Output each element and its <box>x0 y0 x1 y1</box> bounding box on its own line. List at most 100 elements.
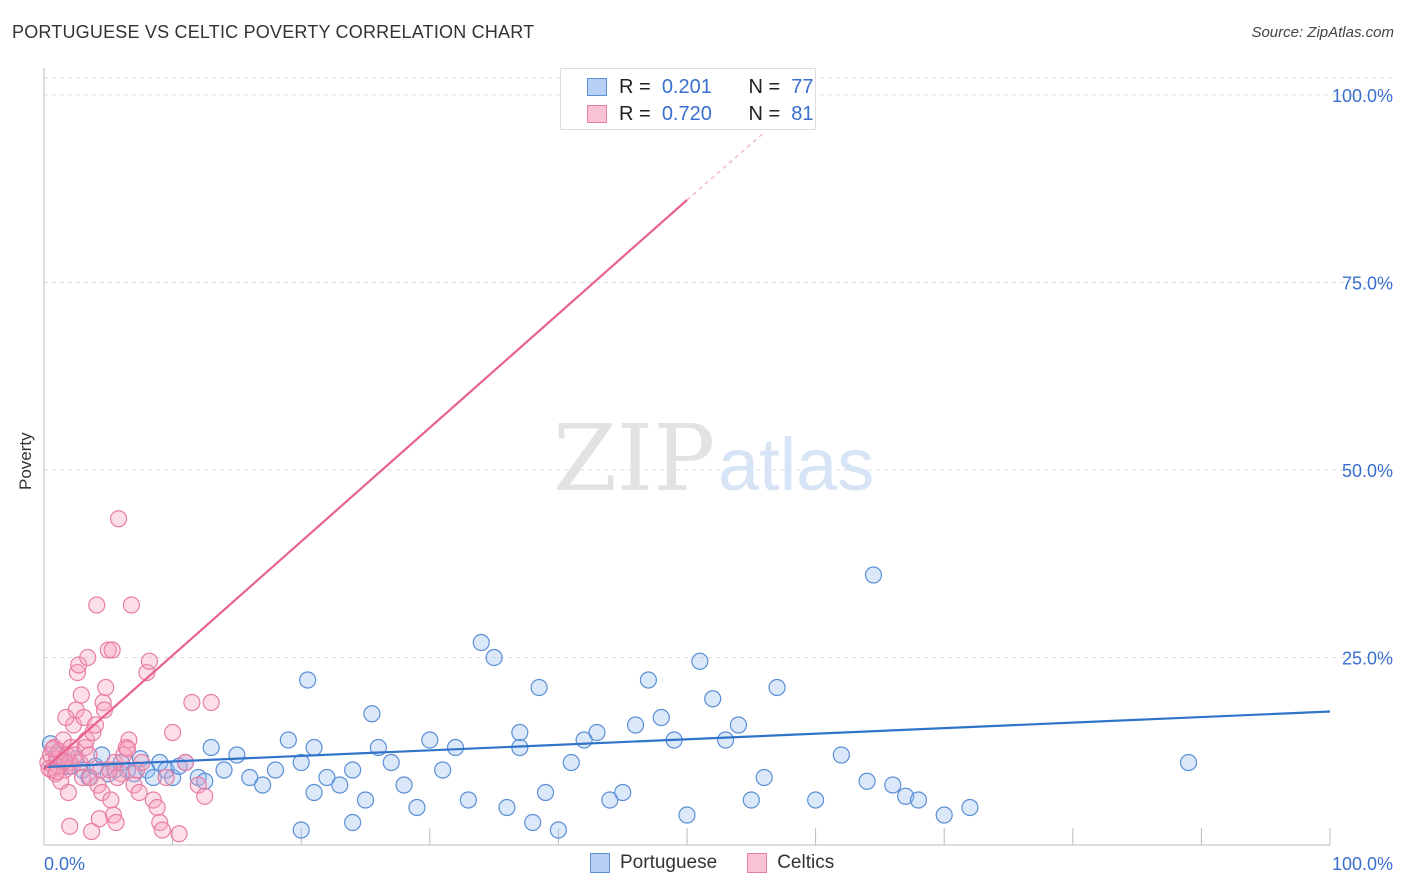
portuguese-point <box>241 768 259 787</box>
series-legend: Portuguese Celtics <box>590 852 864 874</box>
celtics-trend-line <box>43 199 688 771</box>
celtics-point <box>107 813 125 832</box>
celtics-point <box>108 768 126 787</box>
legend-label-portuguese: Portuguese <box>620 852 718 873</box>
r-label: R = <box>619 75 651 98</box>
portuguese-point <box>562 753 580 772</box>
trend-lines <box>43 132 1331 771</box>
portuguese-point <box>530 678 548 697</box>
chart-title: PORTUGUESE VS CELTIC POVERTY CORRELATION… <box>12 22 535 42</box>
celtics-points <box>39 510 220 843</box>
y-tick-label: 100.0% <box>1332 86 1393 106</box>
portuguese-point <box>909 791 928 809</box>
portuguese-point <box>1179 753 1198 772</box>
celtics-point <box>79 648 97 667</box>
portuguese-point <box>299 671 317 689</box>
n-label: N = <box>748 75 781 98</box>
portuguese-point <box>446 738 465 757</box>
celtics-point <box>148 798 166 817</box>
n-value: 77 <box>791 75 814 98</box>
celtics-point <box>80 746 98 764</box>
portuguese-swatch <box>590 853 610 873</box>
celtics-point <box>44 740 62 758</box>
celtics-point <box>170 825 188 843</box>
y-tick-label: 75.0% <box>1342 274 1393 294</box>
celtics-point <box>183 693 201 712</box>
celtics-point <box>109 510 128 528</box>
portuguese-point <box>652 708 670 727</box>
portuguese-point <box>228 746 246 764</box>
watermark-atlas: atlas <box>718 423 874 506</box>
portuguese-point <box>768 678 786 697</box>
y-tick-label: 25.0% <box>1342 649 1393 669</box>
portuguese-point <box>858 772 876 790</box>
r-label: R = <box>619 102 651 125</box>
portuguese-point <box>884 776 902 794</box>
portuguese-point <box>601 791 619 809</box>
watermark: ZIP atlas <box>553 405 874 512</box>
portuguese-point <box>536 783 555 802</box>
portuguese-point <box>356 791 375 809</box>
celtics-point <box>130 783 148 802</box>
portuguese-point <box>729 716 748 734</box>
portuguese-point <box>498 798 516 817</box>
celtics-point <box>196 787 214 805</box>
portuguese-point <box>266 761 285 779</box>
portuguese-point <box>363 705 381 723</box>
watermark-zip: ZIP <box>553 405 715 512</box>
celtics-point <box>102 791 120 809</box>
legend-item-celtics[interactable]: Celtics <box>747 852 834 874</box>
portuguese-trend-line <box>43 710 1331 769</box>
portuguese-point <box>434 761 452 779</box>
portuguese-point <box>421 731 439 749</box>
celtics-point <box>82 822 101 841</box>
celtics-trend-extension <box>686 132 765 201</box>
legend-label-celtics: Celtics <box>777 852 835 873</box>
portuguese-point <box>144 768 162 787</box>
portuguese-point <box>305 783 323 802</box>
celtics-point <box>88 596 106 614</box>
r-value: 0.720 <box>661 102 712 125</box>
r-value: 0.201 <box>661 75 712 98</box>
portuguese-point <box>459 791 477 809</box>
tick-labels: 25.0% 50.0% 75.0% 100.0% 0.0% 100.0% <box>44 86 1393 874</box>
portuguese-point <box>382 753 400 772</box>
portuguese-point <box>832 746 850 764</box>
source-label: Source: ZipAtlas.com <box>1251 24 1394 41</box>
celtics-point <box>99 641 117 659</box>
portuguese-point <box>292 821 310 839</box>
portuguese-point <box>961 798 979 817</box>
y-axis-label: Poverty <box>16 432 35 490</box>
portuguese-point <box>292 753 310 772</box>
portuguese-point <box>344 813 362 832</box>
portuguese-point <box>897 787 915 805</box>
portuguese-points <box>41 566 1198 839</box>
portuguese-point <box>215 761 233 779</box>
portuguese-point <box>408 798 426 817</box>
portuguese-point <box>549 821 568 839</box>
celtics-point <box>157 768 175 787</box>
portuguese-point <box>704 690 722 708</box>
portuguese-point <box>614 783 632 802</box>
portuguese-point <box>472 633 490 652</box>
celtics-point <box>118 740 137 758</box>
stats-legend: R = 0.201 N = 77 R = 0.720 N = 81 <box>560 68 816 130</box>
x-tick-label: 100.0% <box>1332 854 1393 874</box>
celtics-point <box>72 686 90 704</box>
portuguese-point <box>755 768 773 787</box>
portuguese-point <box>716 731 735 749</box>
legend-item-portuguese[interactable]: Portuguese <box>590 852 717 874</box>
portuguese-point <box>202 738 220 757</box>
celtics-point <box>59 783 78 802</box>
celtics-point <box>164 723 182 742</box>
celtics-point <box>97 678 115 697</box>
celtics-point <box>61 817 79 835</box>
portuguese-point <box>588 723 606 742</box>
legend-row-portuguese: R = 0.201 N = 77 <box>587 75 814 99</box>
celtics-point <box>57 708 75 727</box>
axes <box>43 68 1331 846</box>
celtics-point <box>120 731 138 749</box>
n-value: 81 <box>791 102 814 125</box>
portuguese-point <box>93 746 111 764</box>
portuguese-point <box>678 806 696 824</box>
